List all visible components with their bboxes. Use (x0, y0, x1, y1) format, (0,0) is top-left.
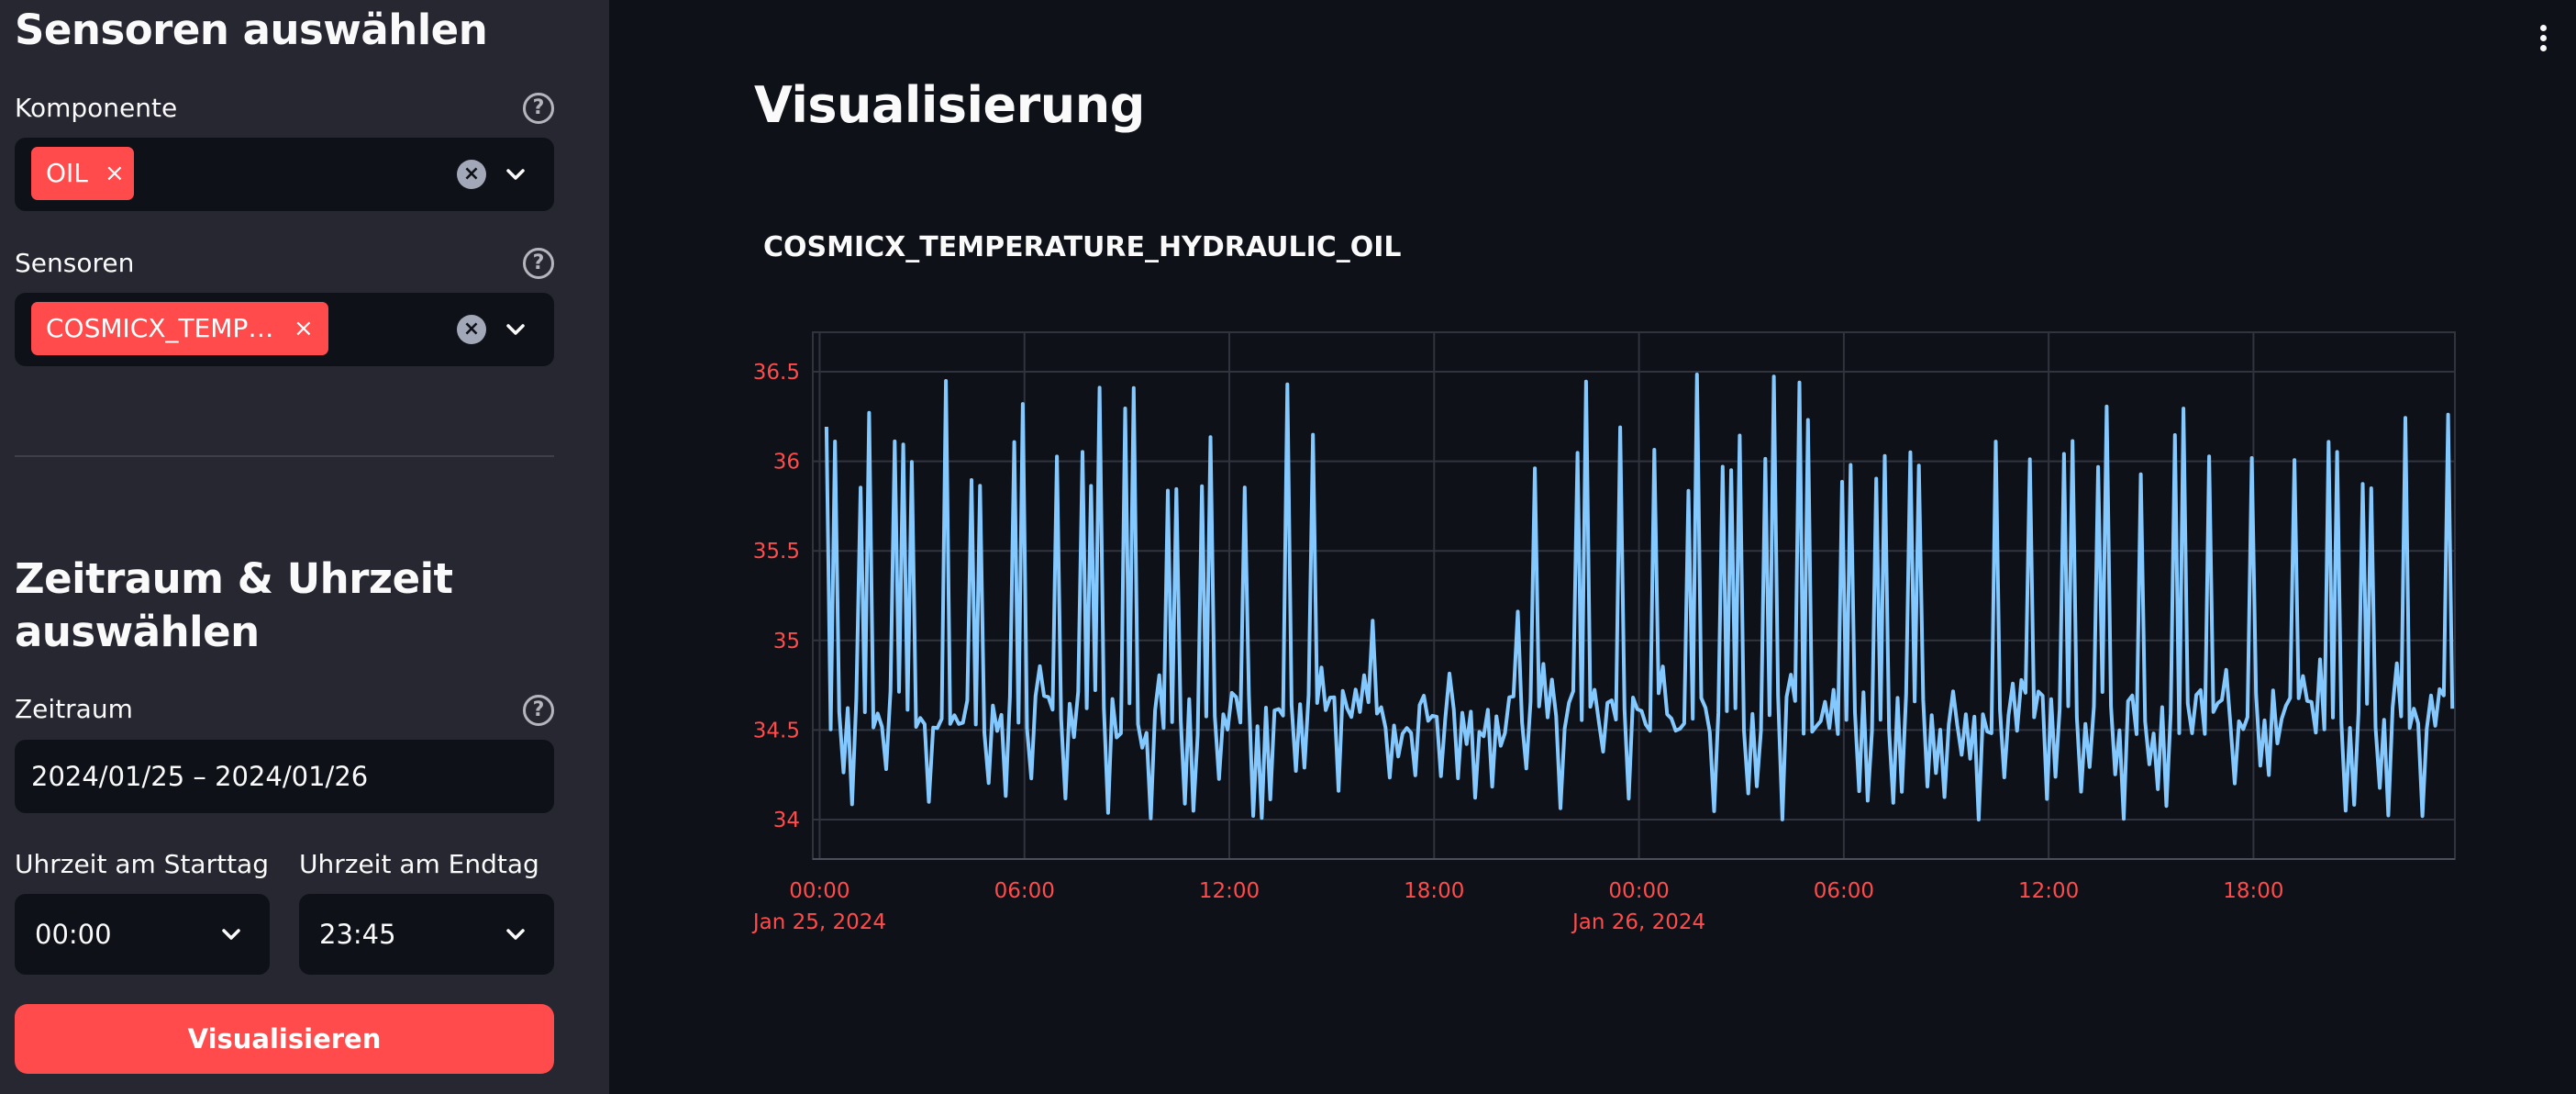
end-time-select[interactable]: 23:45 (299, 894, 554, 975)
y-tick-label: 36 (773, 451, 800, 474)
x-tick-label: 00:00 (1608, 879, 1669, 903)
sensors-help-icon[interactable]: ? (523, 248, 554, 279)
main-menu-icon[interactable] (2532, 22, 2554, 53)
x-tick-label: 06:00 (1814, 879, 1874, 903)
component-chevron-down-icon[interactable] (501, 160, 530, 189)
timerange-heading-line2: auswählen (15, 608, 260, 656)
x-tick-label: 18:00 (1404, 879, 1464, 903)
start-time-chevron-down-icon[interactable] (217, 920, 246, 949)
x-tick-label: 06:00 (994, 879, 1055, 903)
start-time-select[interactable]: 00:00 (15, 894, 270, 975)
x-tick-label: 12:00 (2018, 879, 2079, 903)
sensors-tag-label: COSMICX_TEMP… (46, 313, 274, 343)
timerange-heading-line1: Zeitraum & Uhrzeit (15, 554, 453, 603)
y-tick-label: 35.5 (753, 540, 800, 564)
start-time-value: 00:00 (35, 919, 112, 950)
chart-title: COSMICX_TEMPERATURE_HYDRAULIC_OIL (763, 231, 1402, 263)
component-tag: OIL × (31, 147, 134, 200)
timerange-help-icon[interactable]: ? (523, 695, 554, 726)
y-tick-label: 34 (773, 809, 800, 832)
end-time-chevron-down-icon[interactable] (501, 920, 530, 949)
series-line (824, 373, 2455, 821)
line-chart[interactable]: 34 34.5 35 35.5 36 36.5 00:00 Jan 25, 2024 06:00… (734, 312, 2477, 954)
x-tick-date-label: Jan 26, 2024 (1571, 910, 1705, 934)
timerange-date-input[interactable]: 2024/01/25 – 2024/01/26 (15, 740, 554, 813)
end-time-label: Uhrzeit am Endtag (299, 849, 539, 879)
sensors-multiselect[interactable]: COSMICX_TEMP… × × (15, 293, 554, 366)
component-label: Komponente (15, 93, 178, 123)
component-multiselect[interactable]: OIL × × (15, 138, 554, 211)
x-tick-date-label: Jan 25, 2024 (751, 910, 886, 934)
x-tick-label: 18:00 (2223, 879, 2283, 903)
x-tick-label: 12:00 (1199, 879, 1260, 903)
sensors-heading: Sensoren auswählen (15, 6, 488, 54)
component-clear-icon[interactable]: × (457, 160, 486, 189)
end-time-value: 23:45 (319, 919, 396, 950)
timerange-label: Zeitraum (15, 694, 133, 724)
y-tick-label: 36.5 (753, 361, 800, 385)
timerange-heading: Zeitraum & Uhrzeit auswählen (15, 553, 453, 659)
sensors-label: Sensoren (15, 248, 135, 278)
sidebar-divider (15, 455, 554, 457)
start-time-label: Uhrzeit am Starttag (15, 849, 269, 879)
x-tick-label: 00:00 (789, 879, 849, 903)
component-tag-label: OIL (46, 158, 88, 188)
sensors-clear-icon[interactable]: × (457, 315, 486, 344)
y-tick-label: 34.5 (753, 719, 800, 742)
sidebar: Sensoren auswählen Komponente ? OIL × × … (0, 0, 609, 1094)
component-tag-remove-icon[interactable]: × (105, 160, 125, 187)
visualize-button[interactable]: Visualisieren (15, 1004, 554, 1074)
y-tick-label: 35 (773, 630, 800, 653)
component-help-icon[interactable]: ? (523, 93, 554, 124)
sensors-tag-remove-icon[interactable]: × (294, 315, 314, 342)
page-title: Visualisierung (754, 76, 1145, 134)
sensors-tag: COSMICX_TEMP… × (31, 302, 328, 355)
sensors-chevron-down-icon[interactable] (501, 315, 530, 344)
